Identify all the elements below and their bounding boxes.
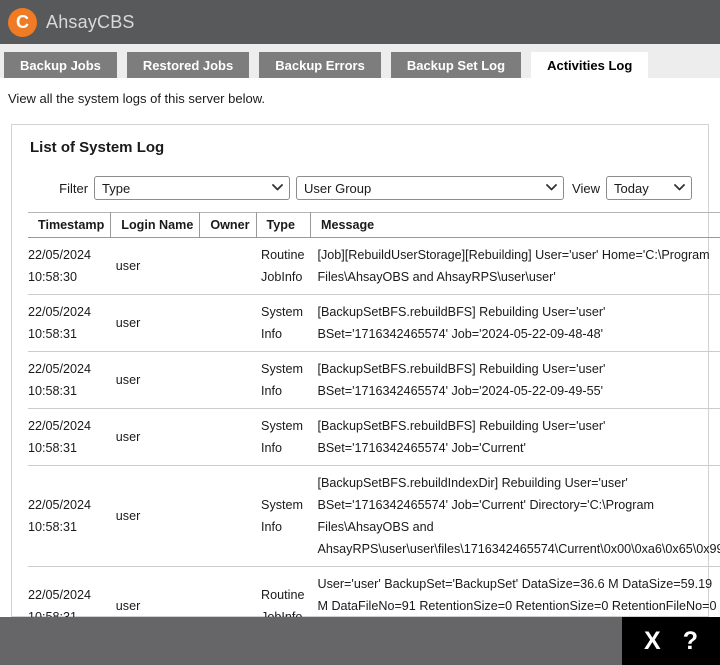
table-body: 22/05/2024 10:58:30 user Routine JobInfo … (28, 237, 720, 647)
close-button[interactable]: X (644, 626, 661, 655)
tab-restored-jobs[interactable]: Restored Jobs (126, 52, 250, 78)
tab-backup-errors[interactable]: Backup Errors (259, 52, 381, 78)
owner-cell (199, 294, 257, 353)
system-log-table: Timestamp Login Name Owner Type Message … (28, 212, 720, 647)
table-row: 22/05/2024 10:58:30 user Routine JobInfo … (28, 237, 720, 296)
user-group-filter-wrap: User Group (296, 176, 565, 200)
message-cell: [BackupSetBFS.rebuildBFS] Rebuilding Use… (310, 351, 720, 410)
type-cell: System Info (256, 351, 311, 410)
timestamp-cell: 22/05/2024 10:58:30 (28, 237, 111, 296)
column-header-login-name: Login Name (110, 212, 201, 238)
type-cell: System Info (256, 294, 311, 353)
message-cell: [Job][RebuildUserStorage][Rebuilding] Us… (310, 237, 720, 296)
owner-cell (199, 351, 257, 410)
tab-backup-set-log[interactable]: Backup Set Log (390, 52, 522, 78)
login-name-cell: user (110, 408, 200, 467)
ahsay-logo-icon: C (8, 7, 37, 37)
tab-backup-jobs[interactable]: Backup Jobs (4, 52, 117, 78)
panel-title: List of System Log (30, 139, 165, 156)
intro-text: View all the system logs of this server … (8, 91, 265, 106)
filter-label: Filter (59, 180, 89, 196)
tab-activities-log[interactable]: Activities Log (531, 52, 649, 78)
type-cell: System Info (256, 465, 311, 568)
message-cell: [BackupSetBFS.rebuildBFS] Rebuilding Use… (310, 408, 720, 467)
owner-cell (199, 465, 257, 568)
tab-bar: Backup Jobs Restored Jobs Backup Errors Bac… (0, 44, 720, 78)
user-group-filter-select[interactable]: User Group (296, 176, 565, 200)
logo-letter: C (16, 11, 29, 32)
message-cell: [BackupSetBFS.rebuildIndexDir] Rebuildin… (310, 465, 720, 568)
footer-actions: X ? (622, 617, 720, 665)
help-button[interactable]: ? (682, 626, 698, 655)
login-name-cell: user (110, 237, 200, 296)
app-title: AhsayCBS (46, 11, 135, 32)
column-header-owner: Owner (199, 212, 257, 238)
table-row: 22/05/2024 10:58:31 user System Info [Bac… (28, 351, 720, 410)
owner-cell (199, 408, 257, 467)
view-filter-select[interactable]: Today (606, 176, 692, 200)
column-header-timestamp: Timestamp (28, 212, 112, 238)
app-header: C AhsayCBS (0, 0, 720, 44)
table-header: Timestamp Login Name Owner Type Message (28, 212, 720, 238)
column-header-type: Type (256, 212, 311, 238)
type-filter-select[interactable]: Type (94, 176, 291, 200)
owner-cell (199, 237, 257, 296)
column-header-message: Message (310, 212, 720, 238)
type-cell: System Info (256, 408, 311, 467)
system-log-panel: List of System Log Filter Type User Grou… (11, 124, 720, 647)
login-name-cell: user (110, 351, 200, 410)
table-row: 22/05/2024 10:58:31 user System Info [Bac… (28, 294, 720, 353)
table-row: 22/05/2024 10:58:31 user System Info [Bac… (28, 408, 720, 467)
filter-row: Filter Type User Group View Today (28, 176, 692, 200)
table-row: 22/05/2024 10:58:31 user System Info [Bac… (28, 465, 720, 568)
type-filter-wrap: Type (94, 176, 291, 200)
view-label: View (572, 180, 600, 196)
type-cell: Routine JobInfo (256, 237, 311, 296)
message-cell: [BackupSetBFS.rebuildBFS] Rebuilding Use… (310, 294, 720, 353)
login-name-cell: user (110, 465, 200, 568)
login-name-cell: user (110, 294, 200, 353)
footer-bar: X ? (0, 617, 720, 665)
view-filter-wrap: Today (606, 176, 692, 200)
